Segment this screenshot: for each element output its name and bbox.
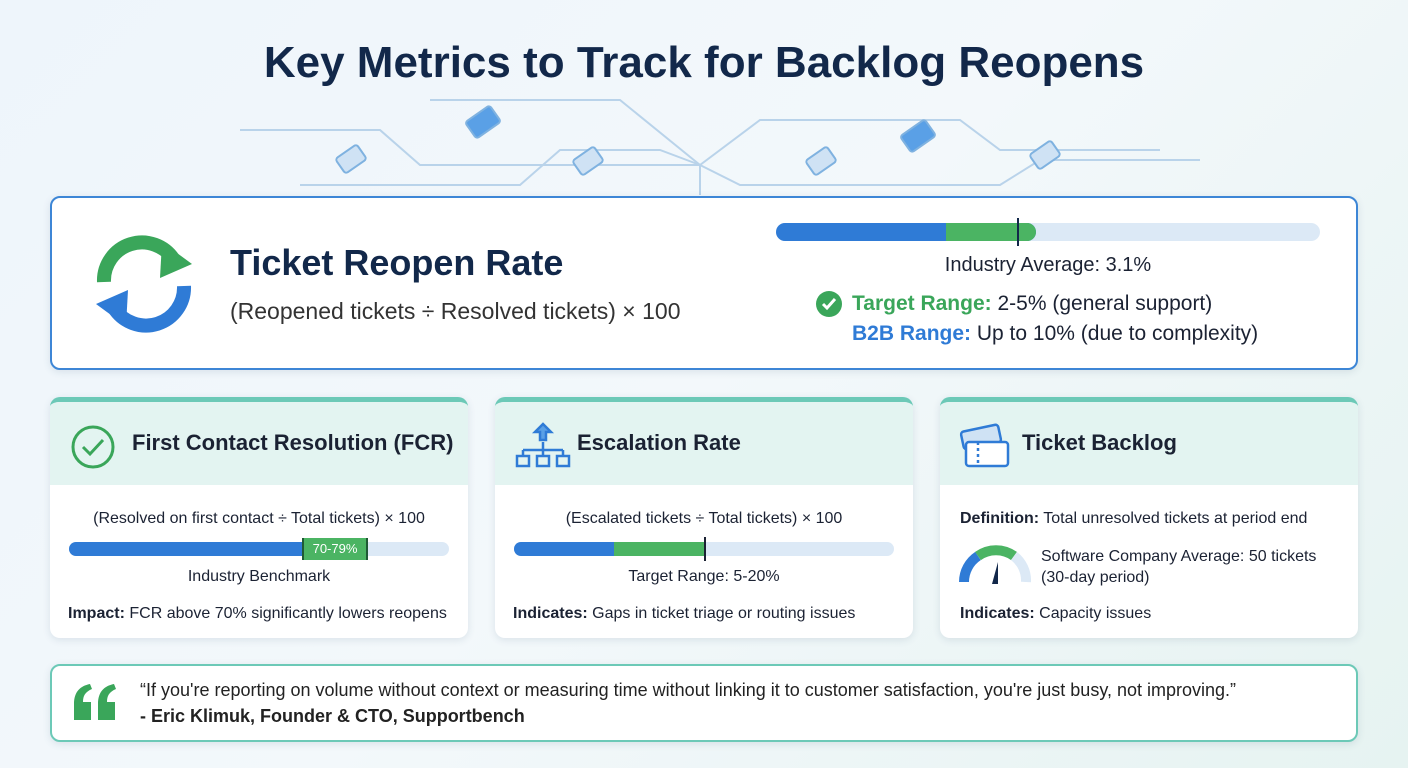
definition-label: Definition: — [960, 510, 1040, 527]
card-title: Escalation Rate — [577, 430, 741, 455]
background-decoration — [240, 99, 1200, 195]
hierarchy-icon — [515, 422, 571, 468]
bar-fill — [514, 542, 614, 556]
note-label: Impact: — [68, 605, 125, 622]
check-icon — [71, 425, 115, 469]
note-text: Gaps in ticket triage or routing issues — [592, 605, 856, 622]
note-text: FCR above 70% significantly lowers reope… — [129, 605, 447, 622]
bar-marker — [704, 537, 706, 561]
card-definition: Definition: Total unresolved tickets at … — [960, 510, 1307, 528]
quote-card: “If you're reporting on volume without c… — [50, 664, 1358, 742]
hero-card: Ticket Reopen Rate (Reopened tickets ÷ R… — [50, 196, 1358, 370]
gauge-icon — [958, 545, 1032, 584]
quote-attribution: - Eric Klimuk, Founder & CTO, Supportben… — [140, 706, 525, 726]
target-text: 2-5% (general support) — [997, 292, 1213, 315]
quote-text: “If you're reporting on volume without c… — [140, 680, 1237, 700]
b2b-label: B2B Range: — [852, 322, 972, 345]
card-header — [495, 402, 913, 485]
check-icon — [816, 291, 842, 317]
note-label: Indicates: — [960, 605, 1035, 622]
page-title: Key Metrics to Track for Backlog Reopens — [263, 38, 1145, 87]
quote-icon — [74, 684, 116, 720]
card-title: Ticket Backlog — [1022, 430, 1177, 455]
card-note: Indicates: Gaps in ticket triage or rout… — [513, 605, 855, 623]
card-caption: Industry Benchmark — [187, 568, 331, 585]
card-caption: Target Range: 5-20% — [628, 568, 780, 585]
card-note: Indicates: Capacity issues — [960, 605, 1151, 623]
card-stat: Software Company Average: 50 tickets — [1041, 548, 1317, 565]
card-formula: (Resolved on first contact ÷ Total ticke… — [93, 510, 425, 527]
target-label: Target Range: — [852, 292, 992, 315]
tickets-icon — [959, 423, 1010, 468]
hero-formula: (Reopened tickets ÷ Resolved tickets) × … — [230, 298, 681, 324]
note-label: Indicates: — [513, 605, 588, 622]
card-stat-sub: (30-day period) — [1041, 569, 1150, 586]
target-line: Target Range: 2-5% (general support) — [852, 292, 1212, 316]
hero-benchmark: Industry Average: 3.1% — [944, 254, 1152, 276]
refresh-icon — [96, 235, 192, 333]
card-title: First Contact Resolution (FCR) — [132, 430, 454, 455]
bar-range-label: 70-79% — [302, 538, 368, 560]
definition-text: Total unresolved tickets at period end — [1043, 510, 1308, 527]
backlog-card: Ticket Backlog Definition: Total unresol… — [940, 397, 1358, 638]
card-formula: (Escalated tickets ÷ Total tickets) × 10… — [565, 510, 843, 527]
b2b-text: Up to 10% (due to complexity) — [976, 322, 1259, 345]
hero-bar-marker — [1017, 218, 1019, 246]
card-note: Impact: FCR above 70% significantly lowe… — [68, 605, 447, 623]
hero-bar-range — [946, 223, 1036, 241]
card-header — [940, 402, 1358, 485]
bar-fill — [69, 542, 367, 556]
fcr-card: First Contact Resolution (FCR) (Resolved… — [50, 397, 468, 638]
b2b-line: B2B Range: Up to 10% (due to complexity) — [852, 322, 1258, 346]
bar-range — [614, 542, 704, 556]
hero-title: Ticket Reopen Rate — [230, 242, 564, 283]
note-text: Capacity issues — [1039, 605, 1152, 622]
escalation-card: Escalation Rate (Escalated tickets ÷ Tot… — [495, 397, 913, 638]
card-header — [50, 402, 468, 485]
